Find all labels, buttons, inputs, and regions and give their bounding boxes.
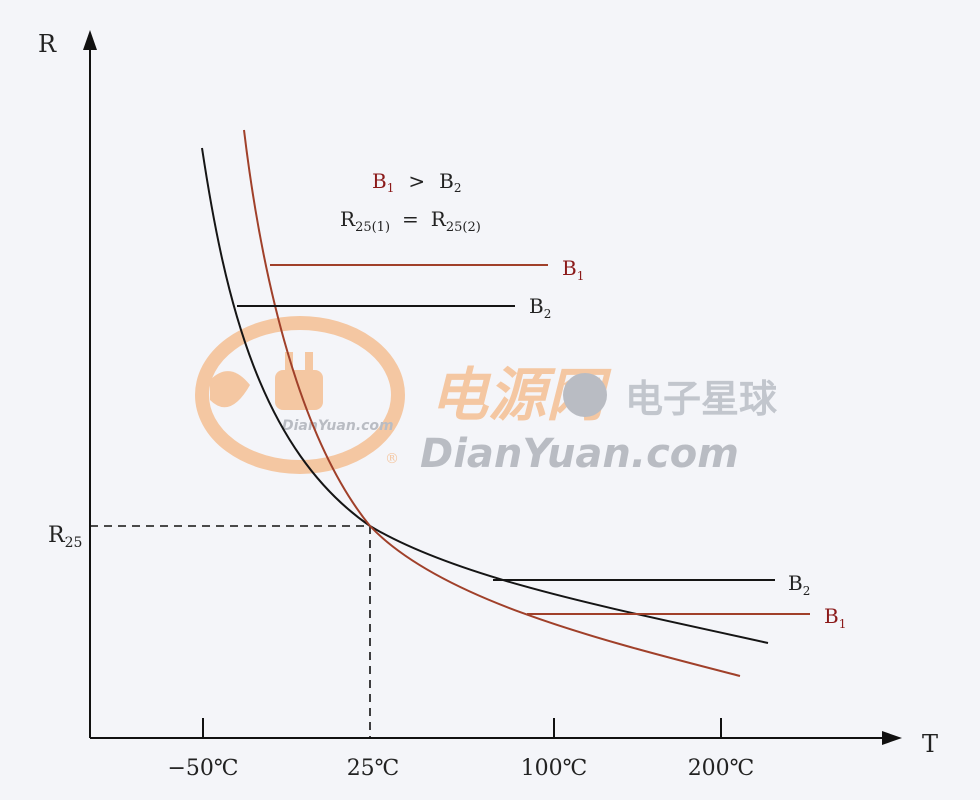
x-axis-label: T xyxy=(922,730,938,758)
lower-b1-label: B1 xyxy=(824,604,846,631)
annotation-r-relation: R25(1) = R25(2) xyxy=(340,207,481,235)
x-axis-arrow-icon xyxy=(882,731,902,745)
watermark-star-text: 电子星球 xyxy=(625,377,778,421)
axes xyxy=(89,42,890,739)
x-ticks xyxy=(202,718,722,738)
watermark-registered: ® xyxy=(385,451,399,467)
x-tick-label: 100℃ xyxy=(521,756,588,781)
x-tick-label: −50℃ xyxy=(167,756,238,781)
watermark-small-text: DianYuan.com xyxy=(282,418,394,434)
watermark-star-icon xyxy=(563,373,607,417)
x-tick-label: 25℃ xyxy=(347,756,400,781)
watermark-logo-ring xyxy=(195,316,405,474)
r25-label: R25 xyxy=(48,523,82,551)
annotation-b-relation: B1 > B2 xyxy=(372,169,461,195)
upper-b2-label: B2 xyxy=(529,294,551,321)
r25-reference xyxy=(90,525,371,738)
y-axis-label: R xyxy=(38,30,57,58)
b1-curve xyxy=(243,129,741,677)
x-tick-label: 200℃ xyxy=(688,756,755,781)
upper-b1-label: B1 xyxy=(562,256,584,283)
y-axis-arrow-icon xyxy=(83,30,97,50)
watermark-en-text: DianYuan.com xyxy=(420,431,739,477)
watermark: DianYuan.com 电源网 ® DianYuan.com 电子星球 xyxy=(195,316,778,477)
lower-b2-label: B2 xyxy=(788,571,810,598)
